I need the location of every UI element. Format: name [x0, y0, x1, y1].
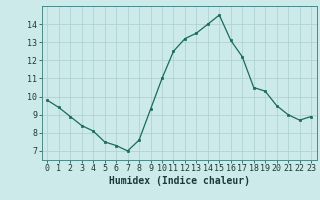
- X-axis label: Humidex (Indice chaleur): Humidex (Indice chaleur): [109, 176, 250, 186]
